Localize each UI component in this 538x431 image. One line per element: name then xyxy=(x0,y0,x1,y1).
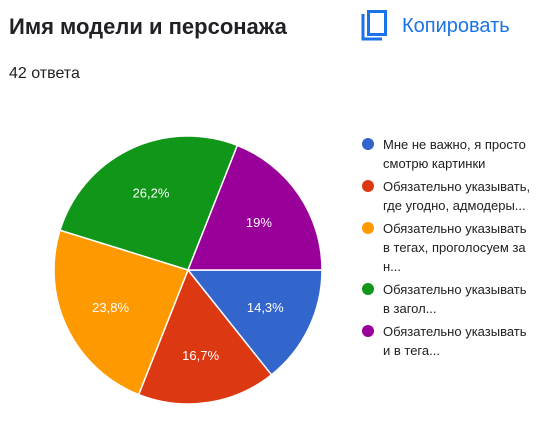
legend-swatch-4 xyxy=(362,283,374,295)
copy-icon xyxy=(361,10,387,41)
pie-slice-label-4: 26,2% xyxy=(133,186,170,201)
pie-slice-label-1: 14,3% xyxy=(247,300,284,315)
pie-slice-1[interactable] xyxy=(186,269,323,376)
legend-item-3[interactable]: Обязательно указывать в тегах, проголосу… xyxy=(362,219,532,276)
chart-title: Имя модели и персонажа xyxy=(9,14,287,39)
copy-button-label: Копировать xyxy=(402,14,510,37)
pie-chart: 14,3% 16,7% 23,8% 26,2% 19% xyxy=(53,135,323,405)
pie-slice-label-3: 23,8% xyxy=(92,300,129,315)
pie-slice-2[interactable] xyxy=(137,268,273,405)
legend-label-3: Обязательно указывать в тегах, проголосу… xyxy=(383,221,527,274)
legend-item-4[interactable]: Обязательно указывать в загол... xyxy=(362,280,532,318)
legend-swatch-3 xyxy=(362,222,374,234)
pie-slice-3[interactable] xyxy=(53,229,189,396)
legend: Мне не важно, я просто смотрю картинки Об… xyxy=(362,135,532,364)
legend-label-4: Обязательно указывать в загол... xyxy=(383,282,527,316)
responses-count: 42 ответа xyxy=(9,65,80,82)
legend-swatch-2 xyxy=(362,180,374,192)
legend-swatch-1 xyxy=(362,138,374,150)
legend-label-2: Обязательно указывать, где угодно, адмод… xyxy=(383,179,531,213)
legend-swatch-5 xyxy=(362,325,374,337)
legend-label-5: Обязательно указывать и в тега... xyxy=(383,324,527,358)
copy-button[interactable]: Копировать xyxy=(360,10,510,42)
pie-slice-4[interactable] xyxy=(59,135,239,271)
pie-slice-label-2: 16,7% xyxy=(182,348,219,363)
pie-slice-5[interactable] xyxy=(186,144,323,271)
legend-label-1: Мне не важно, я просто смотрю картинки xyxy=(383,137,526,171)
legend-item-2[interactable]: Обязательно указывать, где угодно, адмод… xyxy=(362,177,532,215)
legend-item-1[interactable]: Мне не важно, я просто смотрю картинки xyxy=(362,135,532,173)
legend-item-5[interactable]: Обязательно указывать и в тега... xyxy=(362,322,532,360)
pie-slice-label-5: 19% xyxy=(246,215,272,230)
